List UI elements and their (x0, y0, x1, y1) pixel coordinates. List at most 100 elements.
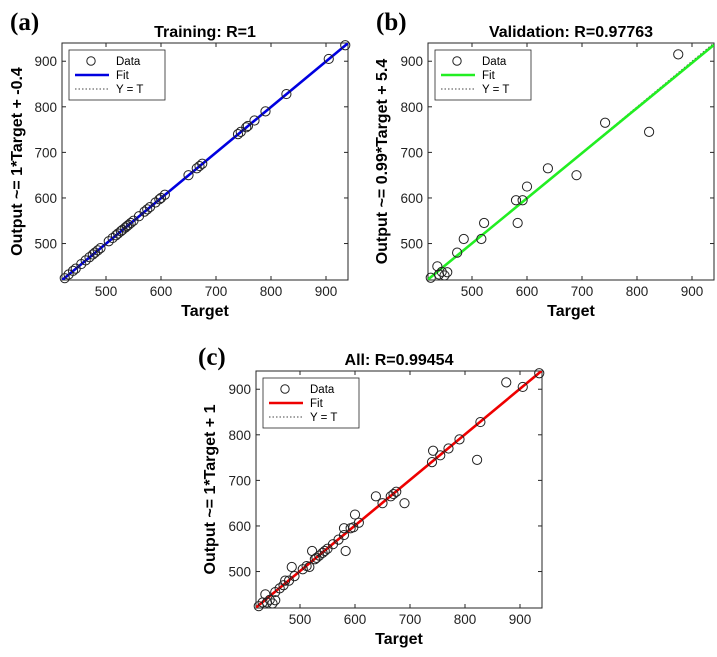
y-tick-label: 500 (228, 565, 251, 580)
y-axis-label: Output ~= 1*Target + -0.4 (9, 67, 26, 256)
y-tick-label: 700 (34, 145, 57, 160)
data-point (253, 601, 264, 612)
data-point (442, 267, 453, 278)
data-point (249, 115, 260, 126)
data-point (241, 122, 252, 133)
data-point (121, 221, 133, 232)
legend-entry-label: Data (116, 56, 141, 68)
data-point (242, 120, 253, 132)
legend-entry-label: Fit (310, 398, 324, 410)
data-point (388, 488, 399, 500)
data-point (260, 106, 271, 117)
panel-letter: (a) (10, 9, 39, 36)
data-point (297, 564, 308, 575)
x-tick-label: 700 (571, 284, 594, 299)
x-tick-label: 800 (260, 284, 283, 299)
data-point (439, 270, 450, 281)
y-tick-label: 900 (228, 382, 251, 397)
y-tick-label: 900 (34, 54, 57, 69)
data-point (264, 594, 275, 605)
data-point (452, 247, 463, 258)
fit-line (256, 371, 542, 608)
x-axis-label: Target (547, 303, 595, 320)
data-point (443, 443, 454, 454)
data-point (159, 189, 170, 200)
panel-c: (c) All: R=0.99454 500 600 700 800 900 500 600 70… (198, 344, 545, 648)
legend-entry-label: Fit (116, 70, 130, 82)
panel-title: Validation: R=0.97763 (489, 24, 653, 41)
data-point (517, 381, 528, 393)
data-point (479, 217, 490, 229)
y-tick-label: 600 (228, 519, 251, 534)
data-point (286, 561, 297, 573)
data-point (95, 242, 106, 254)
data-point (510, 195, 522, 206)
data-point (338, 529, 350, 541)
data-point (340, 40, 351, 51)
data-point (289, 570, 300, 582)
x-tick-label: 500 (289, 612, 312, 627)
data-point (125, 217, 136, 229)
legend-entry-label: Y = T (482, 84, 509, 96)
data-point (512, 217, 523, 229)
data-point (673, 49, 684, 60)
panel-title: Training: R=1 (154, 24, 256, 41)
y-tick-label: 700 (228, 473, 251, 488)
y-tick-label: 600 (400, 191, 423, 206)
x-tick-label: 600 (516, 284, 539, 299)
data-point (281, 88, 292, 100)
x-tick-label: 700 (205, 284, 228, 299)
data-point (476, 233, 487, 245)
data-point (454, 434, 465, 445)
legend-entry-label: Data (482, 56, 507, 68)
data-point (370, 491, 381, 502)
y-tick-label: 700 (400, 145, 423, 160)
y-axis-label: Output ~= 1*Target + 1 (202, 404, 219, 574)
data-point (194, 160, 205, 172)
data-point (458, 233, 469, 245)
data-point (542, 163, 554, 174)
y-tick-label: 600 (34, 191, 57, 206)
x-tick-label: 500 (461, 284, 484, 299)
data-point (501, 377, 512, 388)
y-tick-label: 500 (34, 237, 57, 252)
panel-a: (a) Training: R=1 500 600 700 800 900 500 600 700… (9, 9, 351, 320)
legend-data-marker (452, 56, 462, 66)
x-tick-label: 900 (315, 284, 338, 299)
data-point (197, 158, 208, 169)
data-point (92, 245, 103, 256)
data-point (428, 445, 439, 456)
legend-entry-label: Y = T (310, 412, 337, 424)
y-tick-label: 800 (400, 100, 423, 115)
data-point (521, 181, 533, 192)
x-tick-label: 800 (626, 284, 649, 299)
data-point (475, 416, 486, 428)
data-point (232, 129, 244, 140)
data-point (280, 575, 291, 586)
data-point (103, 236, 114, 247)
data-point (399, 498, 410, 509)
panel-b: (b) Validation: R=0.97763 500 600 700 800 900 5… (374, 9, 715, 320)
legend-data-marker (86, 56, 96, 66)
data-point (353, 517, 364, 528)
data-point (304, 561, 315, 573)
data-point (377, 498, 388, 509)
panel-letter: (c) (198, 344, 226, 371)
data-point (436, 266, 447, 277)
data-point (267, 598, 278, 609)
data-point (319, 545, 330, 557)
data-point (600, 117, 611, 128)
data-point (311, 552, 322, 563)
y-tick-label: 800 (34, 100, 57, 115)
x-tick-label: 700 (399, 612, 422, 627)
x-tick-label: 900 (509, 612, 532, 627)
panel-letter: (b) (376, 9, 407, 36)
legend-entry-label: Fit (482, 70, 496, 82)
fit-line (428, 43, 714, 280)
x-tick-label: 500 (95, 284, 118, 299)
data-point (270, 595, 281, 606)
legend-entry-label: Data (310, 384, 335, 396)
data-point (391, 486, 402, 497)
data-point (435, 450, 446, 461)
